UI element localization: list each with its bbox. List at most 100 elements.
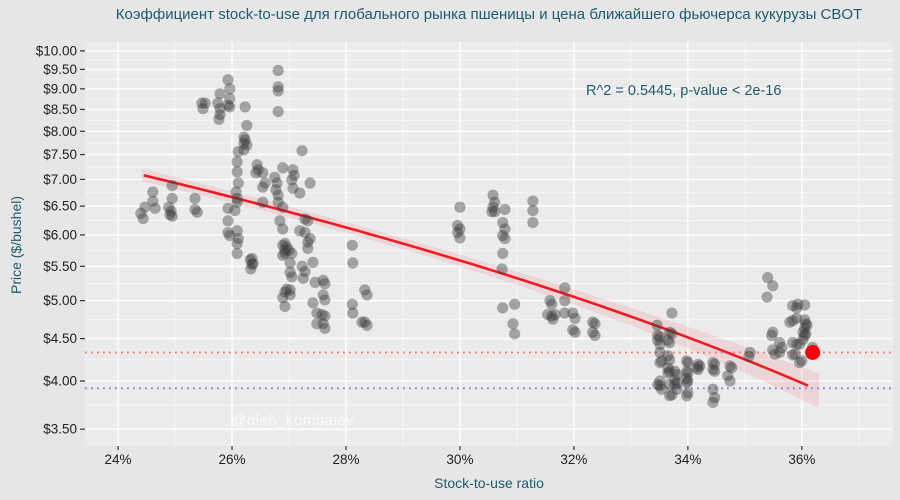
data-point <box>497 247 509 260</box>
data-point <box>793 356 806 369</box>
data-point <box>286 247 298 260</box>
data-point <box>137 212 149 225</box>
data-point <box>800 318 812 330</box>
data-point <box>454 223 466 235</box>
data-point <box>277 249 289 261</box>
data-point <box>787 300 799 312</box>
data-point <box>797 326 809 338</box>
data-point <box>774 346 786 359</box>
data-point <box>509 298 521 310</box>
data-point <box>801 319 813 331</box>
data-point <box>559 295 571 307</box>
data-point <box>319 322 331 334</box>
data-point <box>304 232 316 245</box>
data-point <box>317 318 329 330</box>
data-point <box>316 308 328 321</box>
data-point <box>766 329 778 342</box>
data-point <box>346 239 358 251</box>
data-point <box>546 310 558 322</box>
data-point <box>499 223 511 235</box>
data-point <box>791 338 803 350</box>
data-point <box>288 169 300 181</box>
data-point <box>791 312 803 324</box>
data-point <box>664 337 676 349</box>
data-point <box>165 205 177 217</box>
data-point <box>589 318 601 330</box>
data-point <box>189 192 201 205</box>
data-point <box>487 201 499 213</box>
data-point <box>682 375 694 387</box>
y-tick-label: $8.50 <box>43 102 77 117</box>
data-point <box>224 229 236 242</box>
y-tick-label: $4.00 <box>43 374 77 389</box>
y-tick-label: $8.00 <box>43 124 77 139</box>
data-point <box>214 108 226 121</box>
data-point <box>241 119 253 132</box>
data-point <box>277 239 289 251</box>
data-point <box>287 164 299 176</box>
y-tick-label: $5.00 <box>43 293 77 308</box>
data-point <box>212 97 224 109</box>
data-point <box>311 318 323 330</box>
data-point <box>681 377 693 389</box>
data-point <box>499 203 511 216</box>
data-point <box>135 207 147 219</box>
data-point <box>319 310 331 322</box>
data-point <box>664 365 676 377</box>
data-point <box>767 280 779 292</box>
x-axis-title: Stock-to-use ratio <box>434 475 544 491</box>
data-point <box>245 263 257 275</box>
data-point <box>793 338 806 350</box>
trend-line <box>143 174 809 387</box>
data-point <box>347 257 359 269</box>
data-point <box>509 328 521 340</box>
data-point <box>279 300 291 313</box>
data-point <box>294 225 306 237</box>
data-point <box>252 164 264 176</box>
data-point <box>277 162 289 174</box>
data-point <box>662 362 674 374</box>
data-point <box>231 156 243 168</box>
data-point <box>559 307 571 319</box>
data-point <box>789 348 801 360</box>
data-point <box>454 232 466 244</box>
data-point <box>307 256 319 268</box>
data-point <box>214 103 226 115</box>
data-point <box>277 223 289 235</box>
data-point <box>149 202 161 214</box>
data-point <box>231 237 243 250</box>
data-point <box>800 328 812 340</box>
data-point <box>272 105 284 118</box>
data-point <box>232 177 244 189</box>
data-point <box>542 308 554 321</box>
data-point <box>569 312 581 324</box>
y-tick-label: $7.00 <box>43 172 77 187</box>
data-point <box>317 274 329 286</box>
data-point <box>587 316 599 328</box>
data-point <box>527 216 539 229</box>
data-point <box>231 196 243 208</box>
data-point <box>284 257 296 269</box>
data-point <box>662 350 674 362</box>
data-point <box>799 329 811 342</box>
data-point <box>681 372 693 384</box>
data-point <box>284 289 296 301</box>
chart-title: Коэффициент stock-to-use для глобального… <box>115 6 863 23</box>
data-point <box>692 363 704 376</box>
data-point <box>191 206 203 218</box>
data-point <box>257 167 269 179</box>
data-point <box>664 379 676 391</box>
data-point <box>787 337 799 349</box>
data-point <box>767 326 779 338</box>
data-point <box>283 244 295 256</box>
data-point <box>302 236 314 248</box>
data-point <box>222 74 234 86</box>
data-point <box>694 360 706 372</box>
data-point <box>279 247 291 260</box>
y-tick-label: $7.50 <box>43 147 77 162</box>
watermark: @oleh_kombaiev <box>231 412 355 429</box>
data-point <box>496 263 508 275</box>
data-point <box>669 379 681 391</box>
data-point <box>452 219 464 232</box>
data-point <box>671 383 683 395</box>
